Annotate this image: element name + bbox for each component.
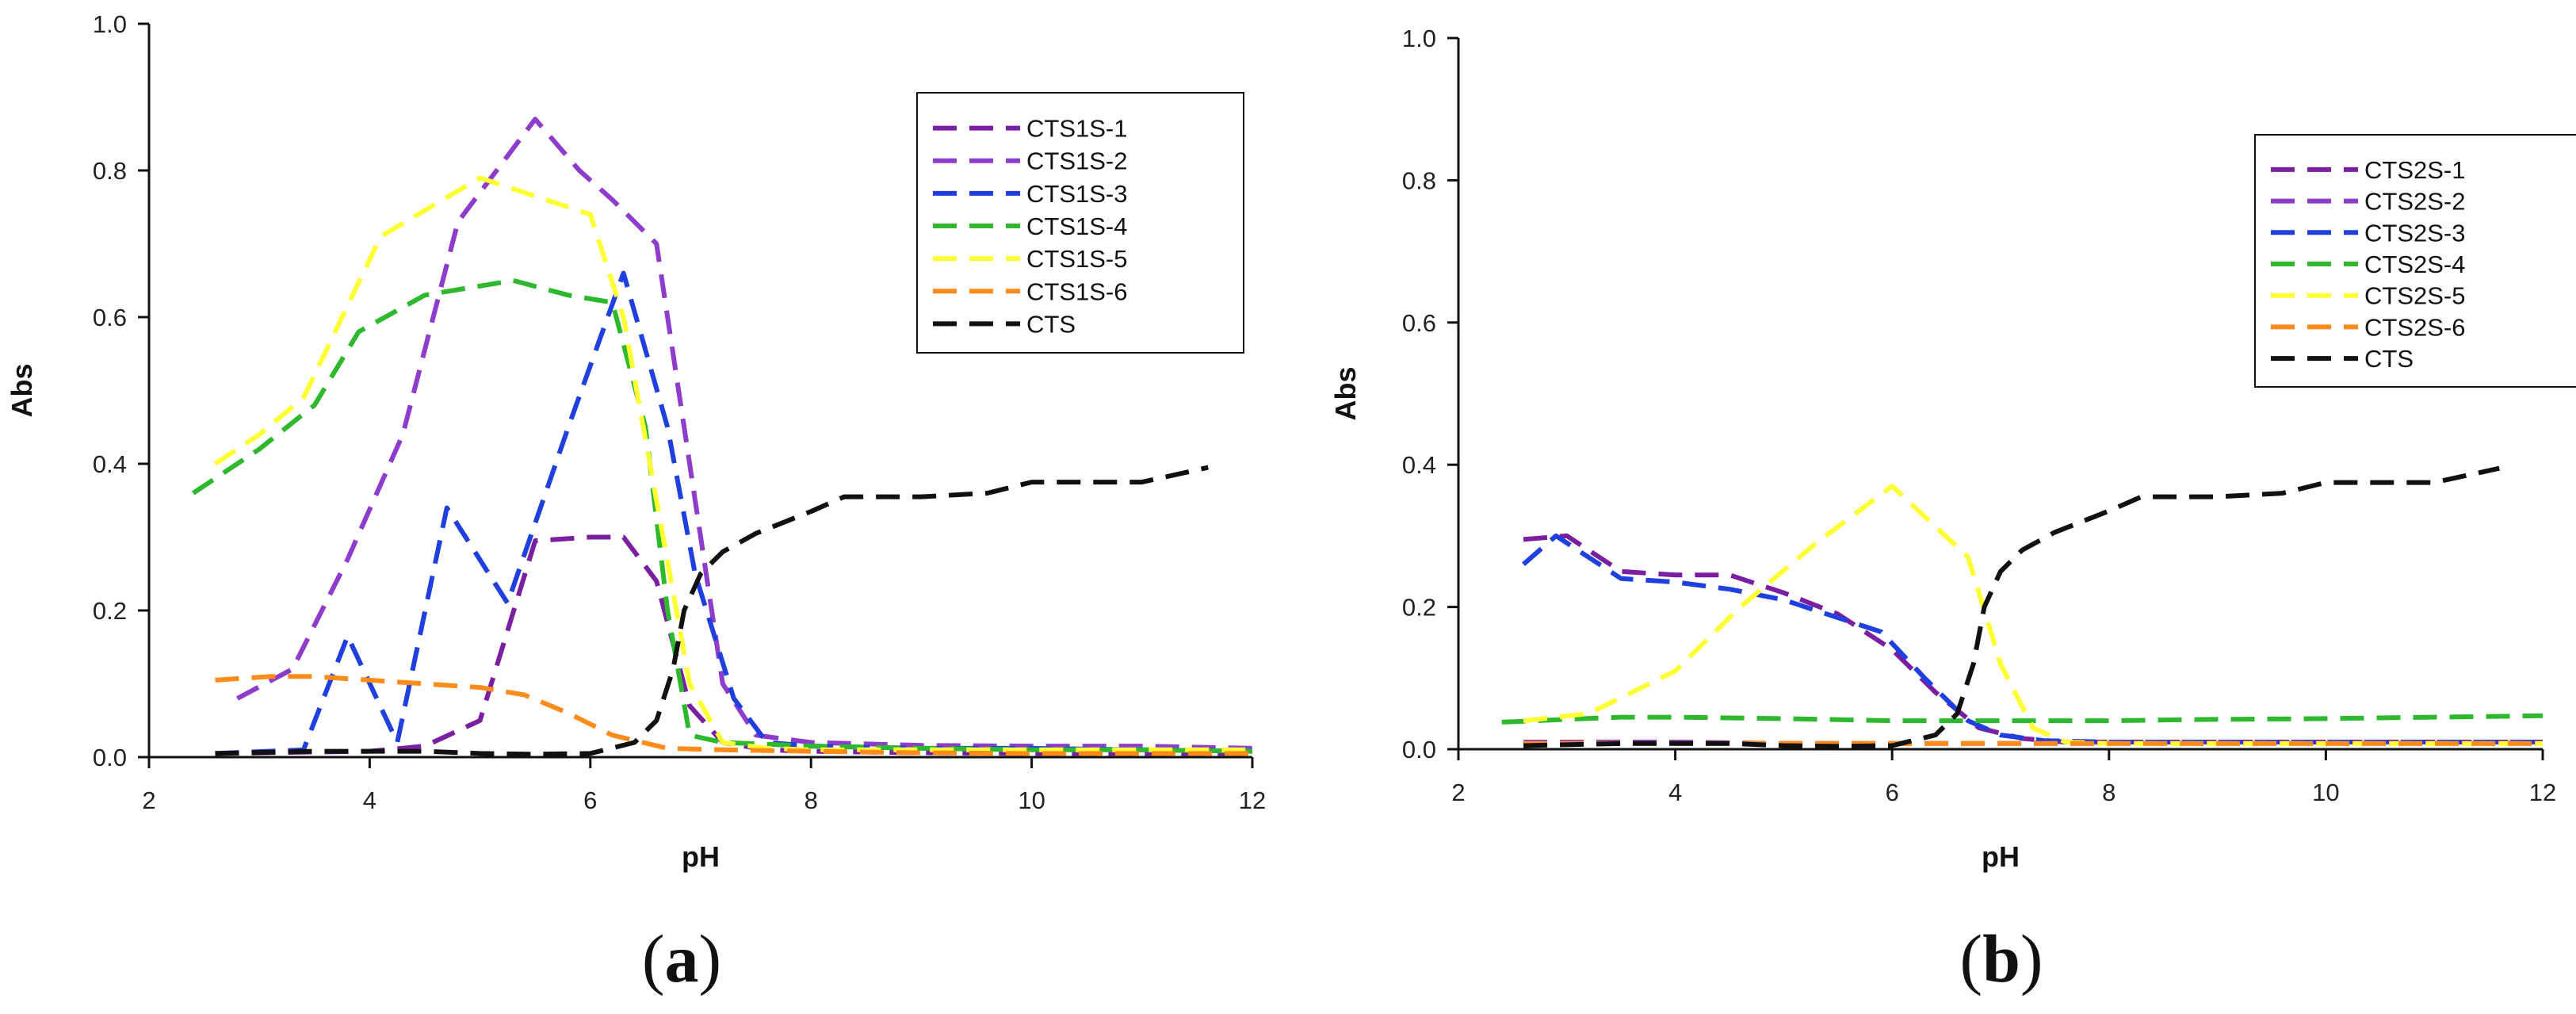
y-tick-label: 0.0 (93, 744, 127, 771)
y-tick-label: 0.4 (93, 450, 127, 478)
series-line-cts1s-1 (215, 534, 1252, 756)
legend-label: CTS (1026, 310, 1076, 338)
legend-label: CTS2S-1 (2364, 156, 2465, 184)
series-line-cts2s-1 (1523, 533, 2543, 744)
legend-label: CTS2S-2 (2364, 188, 2465, 216)
series-line-cts2s-5 (1523, 484, 2543, 746)
x-tick-label: 8 (2102, 779, 2115, 806)
y-axis-title: Abs (1329, 366, 1362, 420)
y-tick-label: 0.6 (93, 304, 127, 331)
series-line-cts2s-3 (1522, 533, 2543, 744)
series-line-cts2s-4 (1501, 713, 2544, 725)
series-line-cts (215, 465, 1209, 757)
legend-label: CTS2S-3 (2364, 219, 2465, 247)
legend-label: CTS1S-5 (1026, 245, 1127, 273)
x-axis-title: pH (682, 840, 720, 873)
legend-label: CTS1S-1 (1026, 115, 1127, 143)
legend-label: CTS1S-2 (1026, 147, 1127, 175)
x-tick-label: 4 (1668, 779, 1682, 806)
x-tick-label: 2 (1451, 779, 1465, 806)
x-tick-label: 10 (1018, 786, 1045, 814)
y-tick-label: 0.2 (93, 597, 127, 625)
x-tick-label: 12 (2529, 779, 2556, 806)
y-tick-label: 1.0 (93, 10, 127, 38)
panel-b: 0.00.20.40.60.81.02 4 6 8 10 12pHAbsCTS2S-1CT… (1329, 25, 2576, 997)
legend-label: CTS1S-4 (1026, 212, 1127, 240)
legend-label: CTS2S-5 (2364, 282, 2465, 310)
series-line-cts (1523, 465, 2500, 749)
panel-letter: b (1982, 920, 2020, 997)
legend-label: CTS1S-3 (1026, 180, 1127, 208)
y-tick-label: 1.0 (1402, 25, 1436, 52)
y-tick-label: 0.0 (1402, 736, 1436, 763)
panel-label: (b) (1959, 920, 2043, 997)
y-tick-label: 0.8 (1402, 166, 1436, 194)
legend: CTS1S-1 CTS1S-2 CTS1S-3 CTS1S-4 CTS1S-5 CTS1S… (916, 92, 1244, 354)
panel-a: 0.00.20.40.60.81.02 4 6 8 10 12pHAbsCTS1S-1CT… (6, 10, 1266, 997)
y-axis-title: Abs (6, 363, 38, 417)
series-line-cts1s-2 (235, 117, 1253, 751)
panel-label: (a) (642, 920, 721, 997)
panel-letter: a (665, 920, 699, 997)
y-tick-label: 0.4 (1402, 451, 1436, 479)
y-tick-label: 0.6 (1402, 309, 1436, 337)
legend-box (916, 92, 1244, 354)
y-tick-label: 0.2 (1402, 594, 1436, 622)
legend-label: CTS2S-6 (2364, 313, 2465, 341)
legend-label: CTS2S-4 (2364, 251, 2465, 278)
x-tick-label: 6 (1886, 779, 1899, 806)
x-tick-label: 10 (2312, 779, 2339, 806)
x-tick-label: 2 (142, 786, 155, 814)
x-tick-label: 6 (583, 786, 597, 814)
x-tick-label: 8 (805, 786, 818, 814)
series-line-cts1s-5 (213, 175, 1252, 752)
legend-label: CTS1S-6 (1026, 277, 1127, 305)
series-line-cts1s-6 (215, 674, 1252, 756)
x-axis-title: pH (1982, 840, 2020, 873)
legend: CTS2S-1 CTS2S-2 CTS2S-3 CTS2S-4 CTS2S-5 CTS2S… (2254, 134, 2576, 388)
legend-box (2254, 134, 2576, 388)
y-tick-label: 0.8 (93, 157, 127, 185)
legend-label: CTS (2364, 345, 2414, 373)
x-tick-label: 4 (363, 786, 376, 814)
x-tick-label: 12 (1239, 786, 1266, 814)
